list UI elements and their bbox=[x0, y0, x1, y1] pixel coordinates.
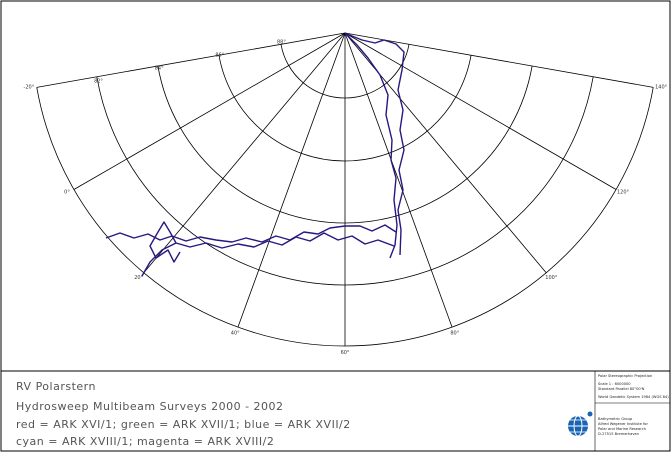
track bbox=[344, 32, 405, 256]
meridian bbox=[237, 32, 346, 328]
projection-info: Scale 1 : 6000000 bbox=[598, 382, 631, 386]
projection-info: Polar Stereographic Projection bbox=[598, 374, 652, 378]
meridian-label: 60° bbox=[341, 350, 350, 356]
meridian bbox=[143, 32, 346, 274]
meridian-label: 100° bbox=[545, 275, 558, 281]
parallel-label: 84° bbox=[155, 66, 164, 72]
ship-tracks bbox=[105, 32, 405, 277]
meridian bbox=[344, 32, 617, 190]
meridian bbox=[344, 32, 453, 328]
meridian-label: 140° bbox=[655, 85, 668, 91]
meridian-label: 0° bbox=[64, 190, 70, 196]
track bbox=[344, 32, 398, 259]
meridian-label: 40° bbox=[231, 331, 240, 337]
track bbox=[149, 221, 181, 263]
graticule: -20° 0° 20° 40° 60° 80° 100° 120° 140° 88° 86° 84° 8… bbox=[24, 32, 668, 356]
meridian bbox=[344, 32, 654, 88]
institute: Bathymetric Group bbox=[598, 417, 633, 421]
logo bbox=[568, 411, 593, 437]
meridian-label: -20° bbox=[24, 85, 35, 91]
meridian bbox=[73, 32, 346, 190]
institute: Polar and Marine Research bbox=[598, 427, 646, 431]
projection-info: World Geodetic System 1984 (WGS 84) bbox=[598, 395, 669, 399]
parallel bbox=[36, 87, 654, 347]
meridian bbox=[36, 32, 346, 88]
meridian-label: 20° bbox=[134, 275, 143, 281]
institute: D-27515 Bremerhaven bbox=[598, 432, 639, 436]
institute: Alfred Wegener Institute for bbox=[598, 422, 648, 426]
track bbox=[105, 224, 397, 243]
projection-info: Standard Parallel 80°00'N bbox=[598, 387, 645, 391]
title: RV Polarstern bbox=[16, 380, 96, 393]
parallel-label: 88° bbox=[277, 40, 286, 46]
parallel-label: 86° bbox=[215, 53, 224, 59]
meridian-label: 80° bbox=[450, 331, 459, 337]
meridian-label: 120° bbox=[617, 190, 630, 196]
legend-line: cyan = ARK XVIII/1; magenta = ARK XVIII/… bbox=[16, 435, 274, 448]
legend-line: red = ARK XVI/1; green = ARK XVII/1; blu… bbox=[16, 418, 351, 431]
subtitle: Hydrosweep Multibeam Surveys 2000 - 2002 bbox=[16, 400, 284, 413]
parallel-label: 82° bbox=[94, 78, 103, 84]
